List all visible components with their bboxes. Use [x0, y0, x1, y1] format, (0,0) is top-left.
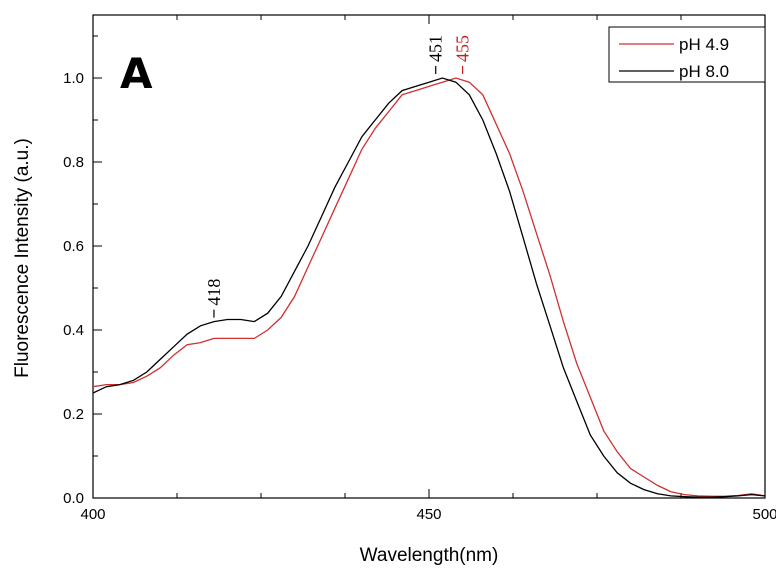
legend-box	[608, 26, 766, 83]
y-tick-label: 0.2	[63, 406, 84, 423]
x-tick-label: 400	[80, 506, 105, 523]
peak-annotation: 451	[426, 35, 446, 74]
y-tick-label: 0.8	[63, 154, 84, 171]
series-layer	[93, 77, 765, 498]
y-tick-label: 1.0	[63, 70, 84, 87]
panel-label: A	[120, 49, 153, 98]
plot-frame	[92, 14, 766, 499]
x-tick-label: 450	[416, 506, 441, 523]
peak-annotation: 418	[204, 279, 224, 318]
annotation-label: 451	[426, 35, 446, 62]
legend-label-ph-8-0: pH 8.0	[679, 62, 729, 81]
series-line-ph-8-0	[93, 77, 765, 498]
y-tick-label: 0.6	[63, 238, 84, 255]
axis-tick-labels: 400 450 500 0.0 0.2 0.4 0.6 0.8 1.0	[63, 70, 776, 523]
annotation-label: 455	[453, 35, 473, 62]
axis-ticks	[92, 15, 766, 499]
y-axis-title: Fluorescence Intensity (a.u.)	[12, 138, 33, 378]
legend: pH 4.9 pH 8.0	[608, 26, 766, 83]
x-tick-label: 500	[752, 506, 776, 523]
annotation-label: 418	[204, 279, 224, 306]
y-tick-label: 0.4	[63, 322, 84, 339]
x-axis-title: Wavelength(nm)	[360, 545, 499, 566]
peak-annotation: 455	[453, 35, 473, 74]
peak-annotations: 418 451 455	[204, 35, 473, 318]
series-line-ph-4-9	[93, 77, 765, 497]
y-tick-label: 0.0	[63, 490, 84, 507]
legend-label-ph-4-9: pH 4.9	[679, 35, 729, 54]
